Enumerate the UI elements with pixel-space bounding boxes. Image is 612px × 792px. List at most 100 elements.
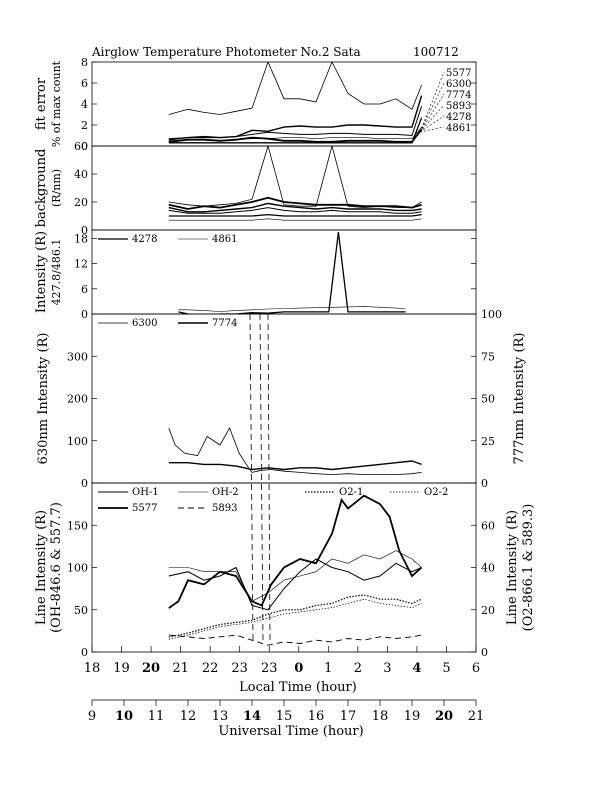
- series-line-5893: [168, 105, 423, 140]
- y-tick-label: 0: [81, 224, 88, 237]
- y-right-tick-label: 40: [481, 562, 495, 575]
- y-right-tick-label: 25: [481, 435, 495, 448]
- legend-label: 5577: [132, 503, 157, 514]
- series-end-label: 5893: [446, 101, 471, 112]
- ut-tick-label: 17: [340, 709, 357, 724]
- x-tick-label: 1: [324, 661, 332, 676]
- series-line-4861: [178, 306, 406, 312]
- ut-tick-label: 15: [276, 709, 293, 724]
- y-tick-label: 18: [74, 232, 88, 245]
- event-markers: [249, 313, 271, 641]
- y-axis-label: (R/nm): [50, 169, 63, 207]
- series-line-4278: [168, 117, 423, 144]
- x-tick-label: 5: [442, 661, 450, 676]
- legend-label: 6300: [132, 318, 157, 329]
- ut-tick-label: 10: [115, 709, 133, 724]
- series-group: [168, 62, 423, 144]
- y-axis-label: fit error: [34, 77, 49, 130]
- figure-title-group: Airglow Temperature Photometer No.2 Sata…: [91, 45, 459, 59]
- ut-tick-label: 18: [372, 709, 389, 724]
- y-tick-label: 100: [67, 435, 88, 448]
- panel-blue-lines: 0 6 12 18 Intensity (R) 427.8/486.1: [34, 229, 477, 321]
- y-right-axis-label: (O2-866.1 & 589.3): [521, 504, 536, 632]
- y-axis-label: background: [34, 149, 49, 228]
- series-line-OH-2: [168, 550, 422, 602]
- series-line-5893: [168, 634, 422, 646]
- series-end-label: 7774: [446, 90, 471, 101]
- series-group: [178, 232, 406, 314]
- legend-label: 4278: [132, 234, 157, 245]
- y-tick-label: 0: [81, 477, 88, 490]
- y-right-axis-label: Line Intensity (R): [505, 510, 520, 625]
- x-tick-label: 20: [142, 661, 160, 676]
- figure-title: Airglow Temperature Photometer No.2 Sata: [91, 45, 361, 59]
- panel-frame: [91, 145, 477, 231]
- legend-label: O2-1: [339, 487, 363, 498]
- label-leader: [419, 126, 445, 133]
- y-axis-label: (OH-846.6 & 557.7): [49, 502, 64, 633]
- y-right-tick-label: 60: [481, 519, 495, 532]
- series-line-5577: [168, 196, 422, 210]
- legend: 6300 7774: [98, 318, 237, 329]
- ut-tick-label: 14: [243, 709, 261, 724]
- series-end-label: 4861: [446, 123, 471, 134]
- ut-tick-label: 21: [468, 709, 485, 724]
- y-tick-label: 6: [81, 77, 88, 90]
- ut-tick-label: 13: [212, 709, 229, 724]
- series-line-OH-1: [168, 558, 422, 611]
- ut-tick-label: 16: [308, 709, 325, 724]
- event-marker-line: [259, 313, 264, 641]
- series-line-O2-1: [168, 594, 422, 638]
- y-tick-label: 6: [81, 283, 88, 296]
- legend-label: OH-1: [132, 487, 159, 498]
- y-tick-label: 0: [81, 646, 88, 659]
- legend: 4278 4861: [98, 234, 237, 245]
- series-line-7774: [168, 95, 423, 141]
- y-right-tick-label: 50: [481, 393, 495, 406]
- x-tick-label: 23: [261, 661, 278, 676]
- series-line-6300: [168, 62, 422, 115]
- legend-label: 4861: [212, 234, 237, 245]
- panel-red-lines: 0 100 200 300 0 25 50 75 100 630nm Intensity (R) 7…: [36, 308, 527, 490]
- y-axis-label: Line Intensity (R): [34, 510, 49, 625]
- y-tick-label: 50: [74, 604, 88, 617]
- series-line-6300: [168, 427, 422, 476]
- series-end-label: 6300: [446, 79, 471, 90]
- series-line-5893: [168, 207, 422, 214]
- series-group: [168, 427, 422, 476]
- ut-tick-label: 9: [88, 709, 96, 724]
- y-tick-label: 0: [81, 308, 88, 321]
- x-tick-label: 0: [294, 661, 303, 676]
- y-right-tick-label: 0: [481, 477, 488, 490]
- x-tick-label: 4: [412, 661, 421, 676]
- series-line-5577: [168, 494, 423, 609]
- x-tick-label: 18: [84, 661, 101, 676]
- y-tick-label: 60: [74, 140, 88, 153]
- ut-tick-label: 12: [180, 709, 197, 724]
- x-tick-label: 22: [202, 661, 219, 676]
- local-time-label: Local Time (hour): [239, 680, 357, 695]
- universal-time-axis: 9 10 11 12 13 14 15 16 17 18 19 20 21: [88, 699, 485, 724]
- y-right-tick-label: 100: [481, 308, 502, 321]
- series-end-label: 4278: [446, 112, 471, 123]
- ut-tick-label: 11: [148, 709, 165, 724]
- local-time-axis: 18 19 20 21 22 23 23 0 1 2 3 4 5 6: [84, 646, 480, 676]
- x-tick-label: 2: [354, 661, 362, 676]
- y-tick-label: 100: [67, 562, 88, 575]
- x-tick-label: 19: [113, 661, 130, 676]
- y-tick-label: 8: [81, 56, 88, 69]
- panel-background: 0 20 40 60 background (R/nm): [34, 140, 477, 237]
- series-end-label: 5577: [446, 68, 471, 79]
- y-tick-label: 200: [67, 393, 88, 406]
- ut-tick-label: 20: [435, 709, 453, 724]
- label-leader: [419, 82, 445, 133]
- time-axes: Local Time (hour) Universal Time (hour): [218, 680, 363, 739]
- y-axis-label: Intensity (R): [34, 231, 49, 313]
- series-line-4278: [178, 232, 406, 314]
- date-code: 100712: [413, 45, 459, 59]
- series-group: [168, 494, 423, 646]
- y-tick-label: 0: [81, 140, 88, 153]
- label-leader: [419, 115, 445, 133]
